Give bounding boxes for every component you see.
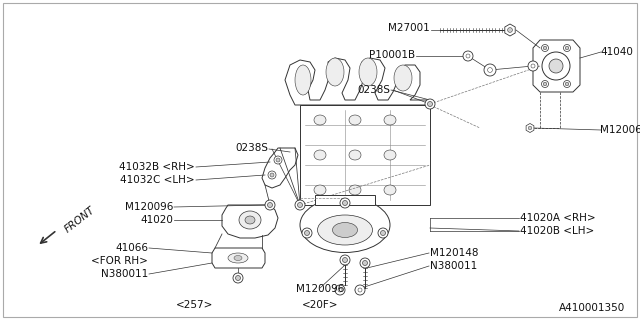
- Ellipse shape: [245, 216, 255, 224]
- Text: 41020A <RH>: 41020A <RH>: [520, 213, 596, 223]
- Circle shape: [236, 276, 241, 281]
- Text: M120063: M120063: [600, 125, 640, 135]
- Circle shape: [466, 54, 470, 58]
- Circle shape: [381, 230, 385, 236]
- Ellipse shape: [349, 185, 361, 195]
- Circle shape: [302, 228, 312, 238]
- Polygon shape: [212, 248, 265, 268]
- Circle shape: [340, 255, 350, 265]
- Circle shape: [265, 200, 275, 210]
- Ellipse shape: [359, 58, 377, 86]
- Circle shape: [565, 46, 569, 50]
- Ellipse shape: [239, 211, 261, 229]
- Circle shape: [274, 156, 282, 164]
- Circle shape: [428, 101, 433, 107]
- Circle shape: [528, 61, 538, 71]
- Text: 41020B <LH>: 41020B <LH>: [520, 226, 595, 236]
- Text: 0238S: 0238S: [235, 143, 268, 153]
- Circle shape: [563, 44, 570, 52]
- Ellipse shape: [295, 65, 311, 95]
- Text: P10001B: P10001B: [369, 50, 415, 60]
- Text: <20F>: <20F>: [301, 300, 339, 310]
- Circle shape: [543, 46, 547, 50]
- Ellipse shape: [317, 215, 372, 245]
- Circle shape: [270, 173, 274, 177]
- Text: <257>: <257>: [176, 300, 214, 310]
- Circle shape: [542, 52, 570, 80]
- Circle shape: [528, 126, 532, 130]
- Circle shape: [563, 81, 570, 87]
- Ellipse shape: [314, 185, 326, 195]
- Circle shape: [549, 59, 563, 73]
- Polygon shape: [285, 58, 430, 105]
- Polygon shape: [222, 205, 278, 238]
- Circle shape: [305, 230, 310, 236]
- Text: N380011: N380011: [100, 269, 148, 279]
- Polygon shape: [526, 124, 534, 132]
- Circle shape: [565, 82, 569, 86]
- Text: 41032B <RH>: 41032B <RH>: [119, 162, 195, 172]
- Ellipse shape: [326, 58, 344, 86]
- Circle shape: [335, 285, 345, 295]
- Circle shape: [355, 285, 365, 295]
- Circle shape: [362, 260, 367, 266]
- Text: 41020: 41020: [140, 215, 173, 225]
- Ellipse shape: [384, 115, 396, 125]
- Circle shape: [268, 203, 273, 207]
- Text: N380011: N380011: [430, 261, 477, 271]
- Circle shape: [276, 158, 280, 162]
- Circle shape: [425, 99, 435, 109]
- Ellipse shape: [394, 65, 412, 91]
- Circle shape: [531, 64, 535, 68]
- Text: 41066: 41066: [115, 243, 148, 253]
- Text: M27001: M27001: [388, 23, 430, 33]
- Ellipse shape: [384, 150, 396, 160]
- Polygon shape: [262, 148, 298, 188]
- Ellipse shape: [384, 185, 396, 195]
- Text: <FOR RH>: <FOR RH>: [91, 256, 148, 266]
- Circle shape: [541, 81, 548, 87]
- Ellipse shape: [333, 222, 358, 237]
- Circle shape: [340, 198, 350, 208]
- Polygon shape: [533, 40, 580, 92]
- Text: A410001350: A410001350: [559, 303, 625, 313]
- Circle shape: [342, 258, 348, 262]
- Circle shape: [338, 288, 342, 292]
- Text: 0238S: 0238S: [357, 85, 390, 95]
- Bar: [300, 105, 430, 205]
- Circle shape: [463, 51, 473, 61]
- Circle shape: [488, 68, 492, 72]
- Text: 41032C <LH>: 41032C <LH>: [120, 175, 195, 185]
- Circle shape: [342, 201, 348, 205]
- Ellipse shape: [314, 150, 326, 160]
- Polygon shape: [505, 24, 515, 36]
- Circle shape: [295, 200, 305, 210]
- Text: FRONT: FRONT: [63, 205, 97, 235]
- Ellipse shape: [314, 115, 326, 125]
- Ellipse shape: [228, 253, 248, 263]
- Bar: [315, 195, 375, 205]
- Circle shape: [541, 44, 548, 52]
- Ellipse shape: [234, 255, 242, 260]
- Ellipse shape: [349, 115, 361, 125]
- Circle shape: [360, 258, 370, 268]
- Text: M120148: M120148: [430, 248, 479, 258]
- Ellipse shape: [349, 150, 361, 160]
- Circle shape: [508, 28, 513, 32]
- Circle shape: [298, 203, 303, 207]
- Circle shape: [484, 64, 496, 76]
- Text: M120096: M120096: [296, 284, 344, 294]
- Circle shape: [543, 82, 547, 86]
- Text: 41040: 41040: [600, 47, 633, 57]
- Text: M120096: M120096: [125, 202, 173, 212]
- Circle shape: [268, 171, 276, 179]
- Ellipse shape: [300, 197, 390, 252]
- Circle shape: [378, 228, 388, 238]
- Circle shape: [358, 288, 362, 292]
- Circle shape: [233, 273, 243, 283]
